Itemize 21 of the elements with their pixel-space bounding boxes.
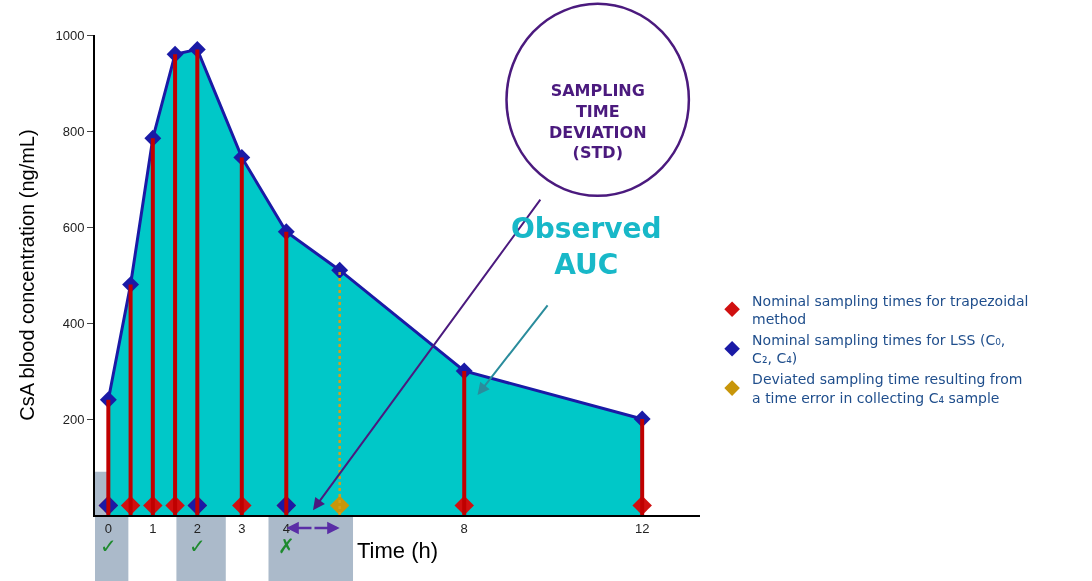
data-label: ✗ xyxy=(278,534,295,558)
y-tick-label: 600 xyxy=(62,219,85,235)
x-axis-title: Time (h) xyxy=(356,538,439,563)
y-tick-label: 400 xyxy=(62,315,85,331)
x-tick-label: 4 xyxy=(282,520,290,536)
annotation: SAMPLING TIME DEVIATION (STD) xyxy=(549,81,647,163)
x-tick-label: 12 xyxy=(634,520,650,536)
y-tick-label: 800 xyxy=(62,123,85,139)
y-tick-label: 200 xyxy=(62,411,85,427)
legend-label: Nominal sampling times for trapezoidal method xyxy=(752,292,1029,327)
x-tick-label: 1 xyxy=(149,520,157,536)
data-label: ✓ xyxy=(100,534,117,558)
x-tick-label: 2 xyxy=(193,520,201,536)
y-tick-label: 1000 xyxy=(55,27,85,43)
y-axis-title: CsA blood concentration (ng/mL) xyxy=(16,129,39,421)
data-label: ✓ xyxy=(189,534,206,558)
x-tick-label: 3 xyxy=(238,520,246,536)
legend-label: Deviated sampling time resulting from a time error in collecting C₄ sample xyxy=(752,371,1023,406)
x-tick-label: 0 xyxy=(104,520,112,536)
legend-label: Nominal sampling times for LSS (C₀, C₂, C₄) xyxy=(752,332,1006,367)
x-tick-label: 8 xyxy=(460,520,468,536)
